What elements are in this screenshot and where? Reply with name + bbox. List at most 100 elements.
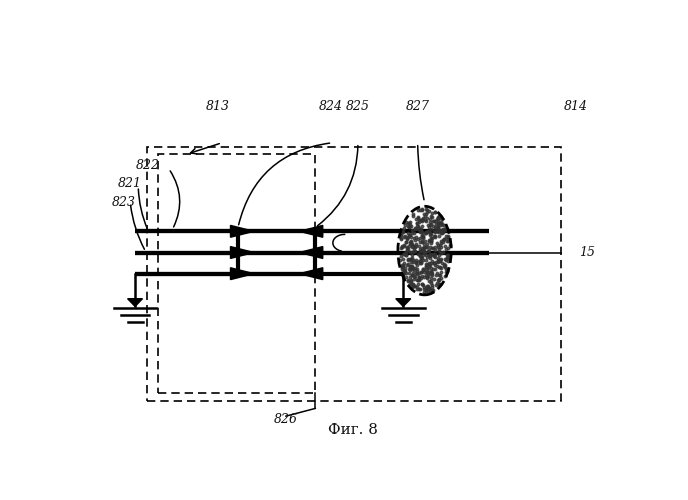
Point (424, 254, 436, 262)
Point (432, 240, 443, 248)
Point (400, 266, 411, 274)
Text: 826: 826 (274, 414, 298, 426)
Point (417, 265, 428, 273)
Point (420, 252, 431, 260)
Point (413, 257, 424, 265)
Point (405, 280, 416, 288)
Point (427, 272, 438, 280)
Point (416, 268, 427, 276)
Point (398, 242, 409, 250)
Point (396, 244, 407, 252)
Point (416, 258, 427, 266)
Point (433, 227, 444, 235)
Point (398, 241, 409, 249)
Point (418, 250, 429, 258)
Point (404, 220, 415, 228)
Point (435, 271, 446, 279)
Point (407, 280, 418, 288)
Point (409, 282, 420, 290)
Point (432, 254, 443, 262)
Point (433, 270, 444, 278)
Point (408, 242, 419, 250)
Point (405, 222, 416, 230)
Point (412, 260, 423, 268)
Point (414, 252, 425, 260)
Point (424, 222, 436, 230)
Point (402, 245, 413, 253)
Point (416, 274, 427, 282)
Point (410, 256, 421, 264)
Point (425, 226, 436, 234)
Point (421, 260, 432, 268)
Point (407, 228, 418, 236)
Point (420, 217, 431, 225)
Point (437, 220, 448, 228)
Point (435, 214, 446, 222)
Point (400, 238, 411, 246)
Point (427, 222, 438, 230)
Point (404, 265, 415, 273)
Point (400, 232, 411, 240)
Point (427, 257, 438, 265)
Point (408, 272, 419, 280)
Point (429, 228, 440, 236)
Point (431, 280, 442, 287)
Point (417, 232, 428, 240)
Point (430, 271, 441, 279)
Point (405, 258, 416, 266)
Point (425, 236, 436, 244)
Text: 824: 824 (319, 100, 343, 112)
Point (436, 238, 447, 246)
Point (411, 270, 422, 278)
Point (434, 213, 445, 221)
Point (429, 265, 440, 273)
Point (440, 242, 451, 250)
Point (429, 253, 440, 261)
Point (433, 226, 444, 234)
Point (402, 246, 413, 254)
Point (397, 228, 408, 236)
Point (411, 219, 422, 227)
Point (404, 240, 415, 248)
Point (429, 242, 440, 250)
Point (417, 252, 428, 260)
Point (405, 221, 416, 229)
Point (400, 248, 411, 256)
Point (423, 288, 434, 296)
Point (406, 264, 417, 272)
Text: 823: 823 (111, 196, 136, 209)
Point (421, 268, 432, 276)
Point (432, 223, 443, 231)
Point (426, 279, 437, 287)
Point (405, 238, 416, 246)
Point (402, 244, 413, 252)
Point (435, 218, 446, 226)
Point (424, 246, 435, 254)
Point (410, 247, 421, 255)
Point (425, 230, 436, 238)
Point (438, 221, 449, 229)
Polygon shape (230, 268, 254, 280)
Point (440, 226, 451, 234)
Point (424, 252, 436, 260)
Point (396, 261, 407, 269)
Point (422, 270, 433, 278)
Point (431, 258, 442, 266)
Point (432, 224, 443, 232)
Point (425, 220, 436, 228)
Point (414, 228, 425, 236)
Point (407, 242, 418, 250)
Point (408, 247, 419, 255)
Polygon shape (396, 298, 411, 306)
Point (438, 248, 449, 256)
Point (431, 215, 442, 223)
Point (428, 244, 439, 252)
Point (420, 237, 431, 245)
Point (436, 215, 447, 223)
Point (424, 259, 435, 267)
Point (407, 264, 418, 272)
Point (396, 234, 407, 241)
Point (435, 256, 446, 264)
Point (414, 238, 425, 246)
Point (420, 248, 431, 256)
